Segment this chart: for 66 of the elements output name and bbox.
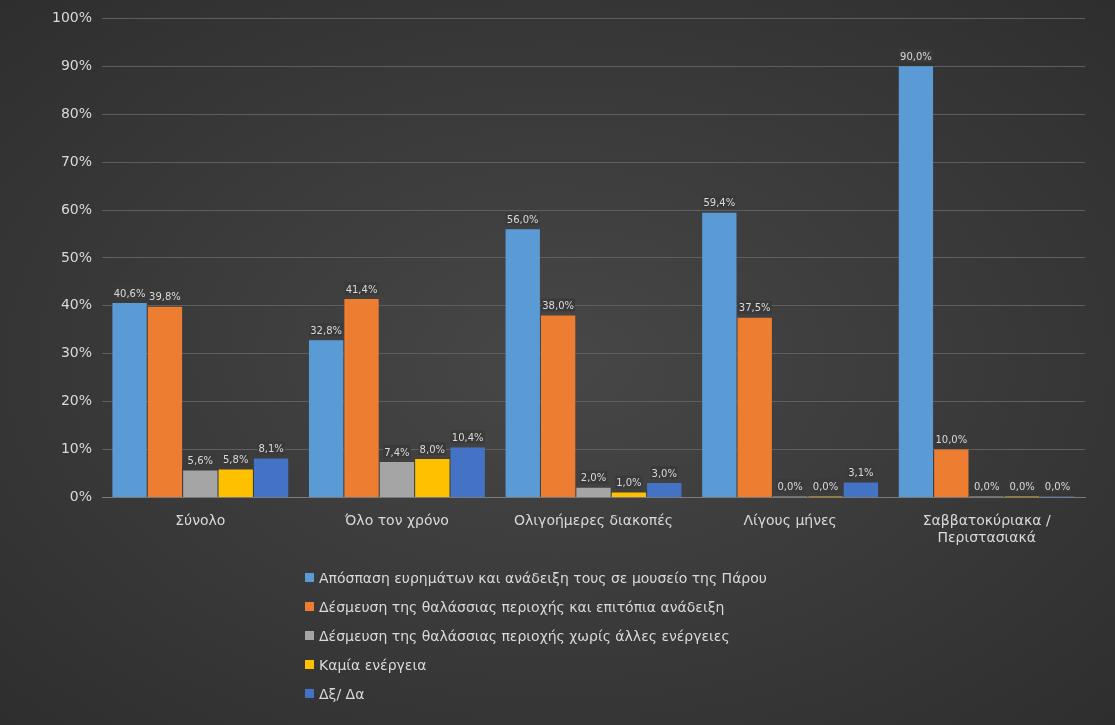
data-label: 0,0% bbox=[812, 480, 839, 492]
data-label: 37,5% bbox=[738, 302, 771, 314]
bar bbox=[450, 447, 485, 497]
bar bbox=[576, 487, 611, 497]
data-label: 8,1% bbox=[258, 443, 284, 455]
bar bbox=[505, 229, 540, 497]
data-label: 41,4% bbox=[345, 283, 378, 295]
y-tick-label: 90% bbox=[60, 56, 93, 73]
data-label: 32,8% bbox=[310, 324, 343, 336]
data-label: 3,0% bbox=[651, 467, 677, 479]
y-tick-label: 0% bbox=[69, 488, 93, 505]
legend-label: Δέσμευση της θαλάσσιας περιοχής και επιτόπια ανάδειξη bbox=[319, 598, 725, 615]
data-label: 7,4% bbox=[384, 446, 410, 458]
bar bbox=[415, 459, 450, 497]
bar bbox=[843, 482, 879, 497]
x-tick-label: Σαββατοκύριακα / Περιστασιακά bbox=[922, 512, 1051, 546]
x-tick-label: Σύνολο bbox=[175, 512, 226, 529]
y-tick-label: 30% bbox=[60, 344, 93, 361]
bar bbox=[540, 315, 576, 497]
legend-label: Δέσμευση της θαλάσσιας περιοχής χωρίς άλλες ενέργειες bbox=[319, 627, 730, 644]
bar bbox=[647, 483, 682, 497]
data-label: 0,0% bbox=[1009, 480, 1035, 492]
data-label: 1,0% bbox=[616, 477, 642, 489]
data-label: 10,4% bbox=[451, 432, 484, 444]
bar bbox=[344, 299, 379, 497]
bar bbox=[218, 469, 253, 497]
bar bbox=[379, 461, 415, 497]
data-label: 90,0% bbox=[900, 50, 932, 62]
legend-label: Δξ/ Δα bbox=[319, 685, 365, 702]
bar bbox=[934, 449, 969, 497]
data-label: 38,0% bbox=[542, 299, 575, 311]
x-tick-label: Ολιγοήμερες διακοπές bbox=[514, 512, 673, 529]
legend-label: Απόσπαση ευρημάτων και ανάδειξη τους σε μουσείο της Πάρου bbox=[319, 569, 767, 586]
data-label: 0,0% bbox=[1044, 480, 1071, 492]
bar bbox=[147, 306, 183, 497]
data-label: 40,6% bbox=[113, 287, 146, 299]
y-tick-label: 100% bbox=[51, 9, 93, 26]
y-tick-label: 40% bbox=[60, 296, 93, 313]
data-label: 2,0% bbox=[580, 472, 607, 484]
data-label: 3,1% bbox=[848, 467, 874, 479]
y-tick-label: 20% bbox=[60, 392, 93, 409]
data-label: 0,0% bbox=[974, 480, 1000, 492]
bar bbox=[702, 212, 737, 497]
bar bbox=[308, 340, 344, 497]
x-tick-label: Όλο τον χρόνο bbox=[343, 512, 449, 529]
bar bbox=[737, 317, 772, 497]
y-tick-label: 80% bbox=[60, 104, 93, 121]
bar bbox=[112, 302, 147, 497]
data-label: 59,4% bbox=[703, 197, 736, 209]
bar bbox=[183, 470, 218, 497]
x-tick-label: Λίγους μήνες bbox=[743, 512, 837, 529]
y-tick-label: 50% bbox=[60, 248, 93, 265]
y-tick-label: 70% bbox=[60, 152, 93, 169]
y-tick-label: 10% bbox=[60, 440, 93, 457]
data-label: 39,8% bbox=[149, 291, 181, 303]
bar bbox=[253, 458, 289, 497]
bar bbox=[898, 66, 934, 497]
legend-label: Καμία ενέργεια bbox=[319, 656, 427, 673]
y-tick-label: 60% bbox=[60, 200, 93, 217]
data-label: 10,0% bbox=[935, 434, 968, 446]
data-label: 5,8% bbox=[223, 454, 249, 466]
data-label: 8,0% bbox=[419, 443, 446, 455]
data-label: 0,0% bbox=[777, 480, 803, 492]
data-label: 5,6% bbox=[187, 455, 214, 467]
data-label: 56,0% bbox=[506, 213, 539, 225]
bar bbox=[611, 492, 647, 497]
